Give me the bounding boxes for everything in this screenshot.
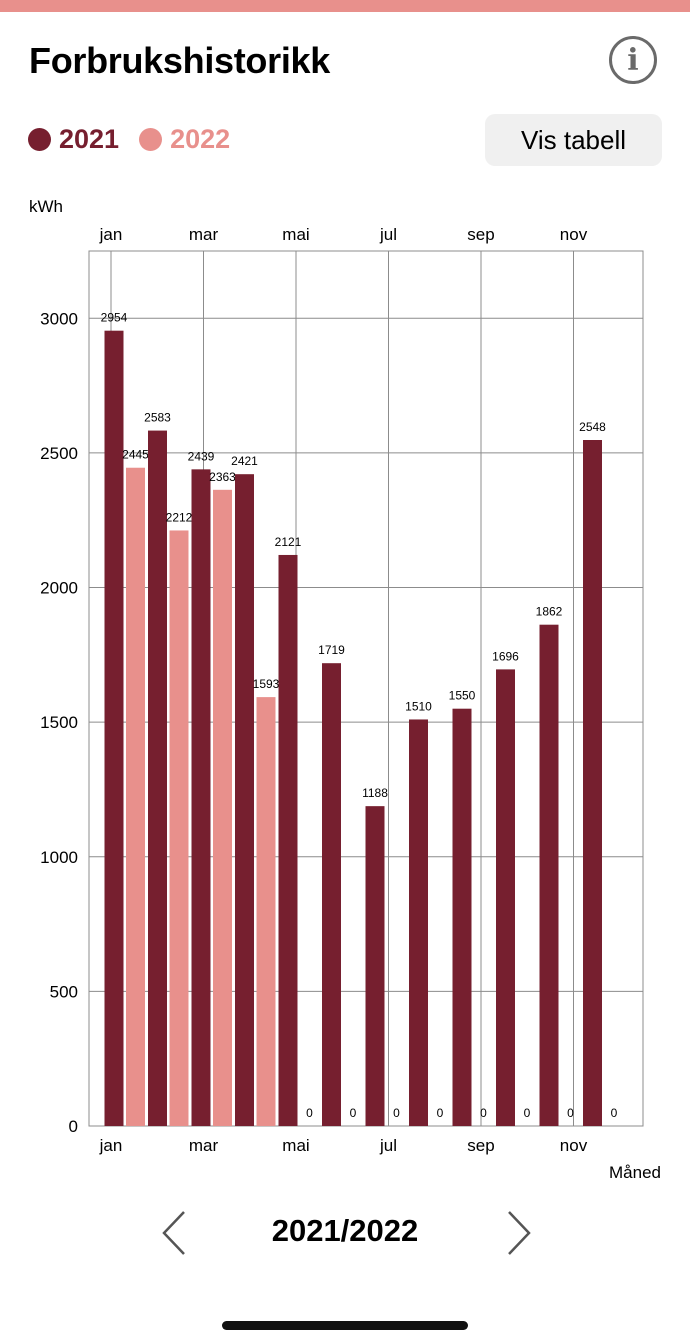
data-label-2021-aug: 1510 — [405, 699, 432, 713]
data-label-2022-mar: 2363 — [209, 470, 236, 484]
bar-2021-feb — [148, 430, 167, 1127]
bar-2021-sep — [452, 708, 472, 1126]
data-label-2022-mai: 0 — [306, 1106, 313, 1120]
data-label-2021-feb: 2583 — [144, 411, 171, 425]
data-label-2021-des: 2548 — [579, 420, 606, 434]
data-label-2021-nov: 1862 — [536, 605, 563, 619]
info-icon[interactable]: i — [609, 36, 657, 84]
data-label-2021-okt: 1696 — [492, 649, 519, 663]
data-label-2022-jul: 0 — [393, 1106, 400, 1120]
data-label-2022-des: 0 — [611, 1106, 618, 1120]
bar-2021-jan — [104, 330, 124, 1126]
bar-2022-mar — [213, 489, 232, 1126]
data-label-2021-apr: 2421 — [231, 454, 258, 468]
data-label-2022-aug: 0 — [437, 1106, 444, 1120]
y-tick-label: 0 — [69, 1117, 78, 1136]
bar-2021-mar — [191, 469, 211, 1126]
page-title: Forbrukshistorikk — [29, 40, 330, 81]
consumption-bar-chart: 0 500 1000 1500 2000 2500 3000 jan jan mar mar mai m… — [29, 197, 661, 1182]
legend-dot-2021 — [28, 128, 51, 151]
y-tick-label: 500 — [50, 982, 78, 1001]
data-label-2022-jan: 2445 — [122, 448, 149, 462]
legend-label-2022: 2022 — [170, 124, 231, 154]
y-tick-label: 2000 — [40, 579, 78, 598]
legend-dot-2022 — [139, 128, 163, 151]
bar-2022-jan — [126, 467, 145, 1126]
period-label: 2021/2022 — [271, 1213, 419, 1248]
x-tick-label-bottom: mar — [189, 1136, 219, 1155]
x-tick-label-bottom: jan — [99, 1136, 123, 1155]
x-tick-label-bottom: mai — [282, 1136, 309, 1155]
bar-2021-nov — [539, 624, 559, 1126]
data-label-2022-nov: 0 — [567, 1106, 574, 1120]
top-accent-bar — [0, 0, 690, 12]
home-indicator — [222, 1321, 468, 1330]
show-table-button[interactable]: Vis tabell — [485, 114, 662, 166]
x-tick-label-top: mar — [189, 225, 219, 244]
bar-2021-des — [583, 440, 602, 1126]
data-label-2021-mai: 2121 — [275, 535, 302, 549]
data-label-2021-jan: 2954 — [101, 311, 128, 325]
bar-2022-apr — [256, 697, 276, 1126]
bar-2021-aug — [409, 719, 428, 1126]
legend-item-2021[interactable]: 2021 — [28, 124, 119, 155]
chart-legend: 2021 2022 — [28, 124, 250, 155]
x-tick-label-top: jan — [99, 225, 123, 244]
bar-2021-jul — [365, 806, 385, 1126]
data-label-2022-okt: 0 — [524, 1106, 531, 1120]
bar-2021-jun — [322, 663, 341, 1126]
data-label-2021-jul: 1188 — [362, 786, 388, 800]
x-tick-label-bottom: sep — [467, 1136, 494, 1155]
bar-2021-mai — [278, 554, 298, 1126]
x-tick-label-bottom: jul — [379, 1136, 397, 1155]
chevron-left-icon[interactable] — [156, 1208, 196, 1258]
data-label-2021-mar: 2439 — [188, 449, 215, 463]
legend-item-2022[interactable]: 2022 — [139, 124, 230, 155]
bar-2021-apr — [235, 474, 254, 1126]
bar-2022-feb — [169, 530, 189, 1126]
x-tick-label-bottom: nov — [560, 1136, 588, 1155]
y-tick-label: 3000 — [40, 309, 78, 328]
x-tick-label-top: mai — [282, 225, 309, 244]
x-tick-label-top: nov — [560, 225, 588, 244]
data-label-2022-apr: 1593 — [253, 677, 280, 691]
chevron-right-icon[interactable] — [497, 1208, 537, 1258]
data-label-2021-sep: 1550 — [449, 689, 476, 703]
x-tick-label-top: sep — [467, 225, 494, 244]
y-axis-label: kWh — [29, 197, 63, 216]
data-label-2022-feb: 2212 — [166, 510, 193, 524]
x-tick-label-top: jul — [379, 225, 397, 244]
x-axis-label: Måned — [609, 1163, 661, 1182]
legend-label-2021: 2021 — [59, 124, 120, 154]
data-label-2022-jun: 0 — [350, 1106, 357, 1120]
y-tick-label: 2500 — [40, 444, 78, 463]
data-label-2021-jun: 1719 — [318, 643, 345, 657]
bar-2021-okt — [496, 669, 515, 1126]
data-label-2022-sep: 0 — [480, 1106, 487, 1120]
y-tick-label: 1500 — [40, 713, 78, 732]
y-tick-label: 1000 — [40, 848, 78, 867]
